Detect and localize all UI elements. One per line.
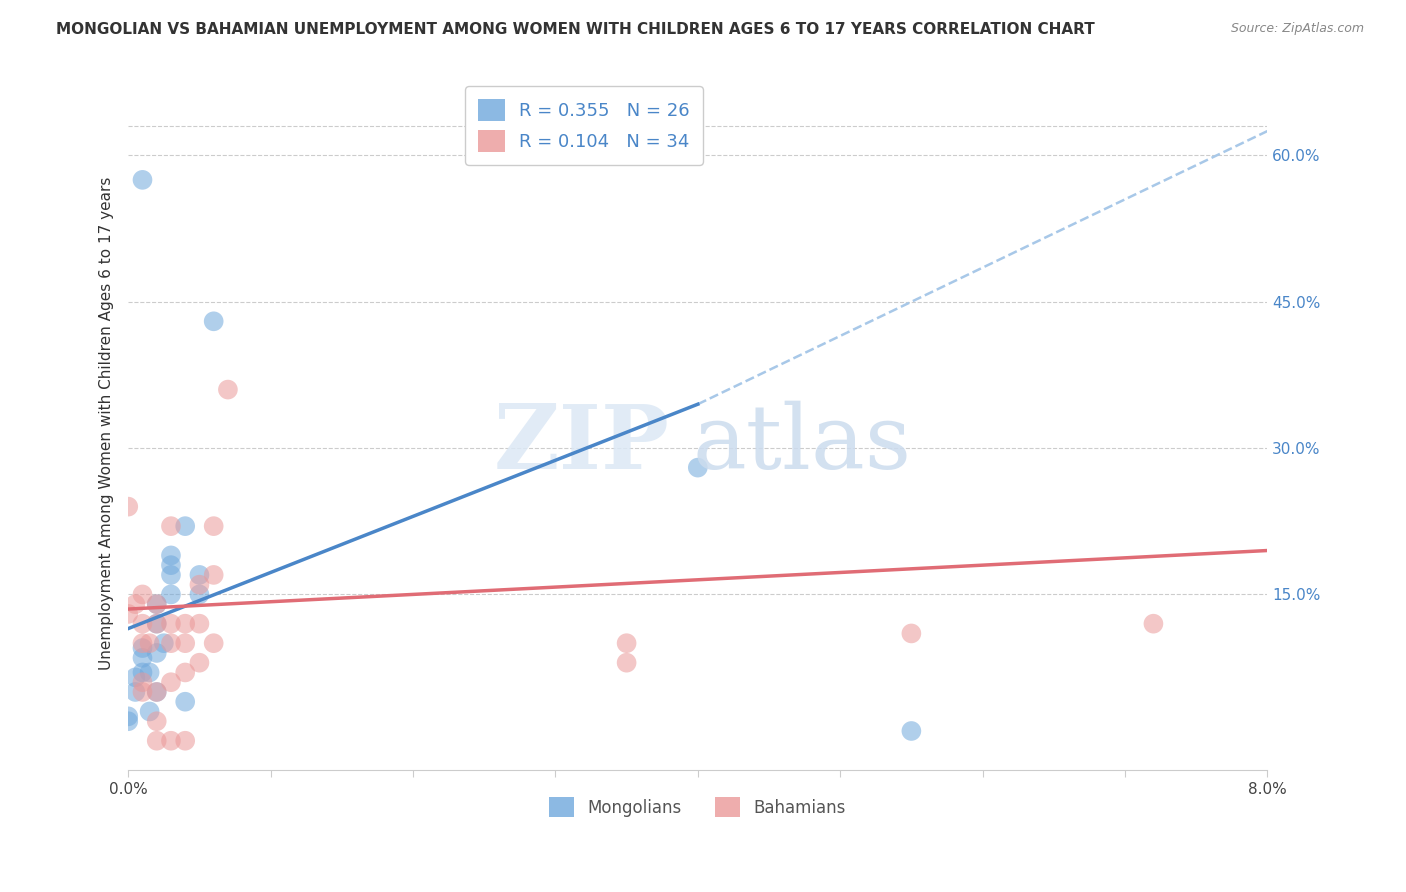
Text: Source: ZipAtlas.com: Source: ZipAtlas.com xyxy=(1230,22,1364,36)
Point xyxy=(131,665,153,680)
Point xyxy=(188,587,211,601)
Point xyxy=(117,709,139,723)
Point xyxy=(124,685,146,699)
Point xyxy=(188,577,211,591)
Point xyxy=(188,656,211,670)
Point xyxy=(117,500,139,514)
Point xyxy=(174,616,197,631)
Point xyxy=(124,670,146,684)
Point xyxy=(145,733,167,747)
Point xyxy=(160,587,183,601)
Point xyxy=(188,568,211,582)
Point xyxy=(117,714,139,729)
Point xyxy=(174,733,197,747)
Point xyxy=(131,587,153,601)
Point xyxy=(1142,616,1164,631)
Point xyxy=(117,607,139,621)
Point xyxy=(145,597,167,611)
Point xyxy=(174,665,197,680)
Point xyxy=(217,383,239,397)
Point xyxy=(131,616,153,631)
Point xyxy=(174,519,197,533)
Point xyxy=(188,616,211,631)
Text: atlas: atlas xyxy=(692,401,911,488)
Y-axis label: Unemployment Among Women with Children Ages 6 to 17 years: Unemployment Among Women with Children A… xyxy=(100,177,114,671)
Point xyxy=(153,636,176,650)
Point xyxy=(131,173,153,187)
Point xyxy=(616,636,638,650)
Point xyxy=(145,646,167,660)
Point xyxy=(174,636,197,650)
Point xyxy=(138,705,160,719)
Point xyxy=(202,568,225,582)
Legend: Mongolians, Bahamians: Mongolians, Bahamians xyxy=(543,790,853,824)
Point xyxy=(145,597,167,611)
Point xyxy=(160,636,183,650)
Point xyxy=(160,558,183,573)
Point xyxy=(160,733,183,747)
Point xyxy=(160,675,183,690)
Point xyxy=(145,685,167,699)
Point xyxy=(160,568,183,582)
Point xyxy=(131,685,153,699)
Point xyxy=(900,723,922,738)
Point xyxy=(202,314,225,328)
Point xyxy=(145,685,167,699)
Point xyxy=(124,597,146,611)
Point xyxy=(138,636,160,650)
Point xyxy=(202,636,225,650)
Point xyxy=(202,519,225,533)
Text: MONGOLIAN VS BAHAMIAN UNEMPLOYMENT AMONG WOMEN WITH CHILDREN AGES 6 TO 17 YEARS : MONGOLIAN VS BAHAMIAN UNEMPLOYMENT AMONG… xyxy=(56,22,1095,37)
Point xyxy=(145,714,167,729)
Point xyxy=(131,636,153,650)
Point xyxy=(900,626,922,640)
Point xyxy=(131,641,153,656)
Point xyxy=(160,616,183,631)
Point xyxy=(616,656,638,670)
Point xyxy=(174,695,197,709)
Point xyxy=(145,616,167,631)
Point xyxy=(131,650,153,665)
Point xyxy=(160,519,183,533)
Point xyxy=(138,665,160,680)
Point xyxy=(145,616,167,631)
Point xyxy=(131,675,153,690)
Point xyxy=(160,549,183,563)
Text: ZIP: ZIP xyxy=(494,401,669,488)
Point xyxy=(686,460,709,475)
